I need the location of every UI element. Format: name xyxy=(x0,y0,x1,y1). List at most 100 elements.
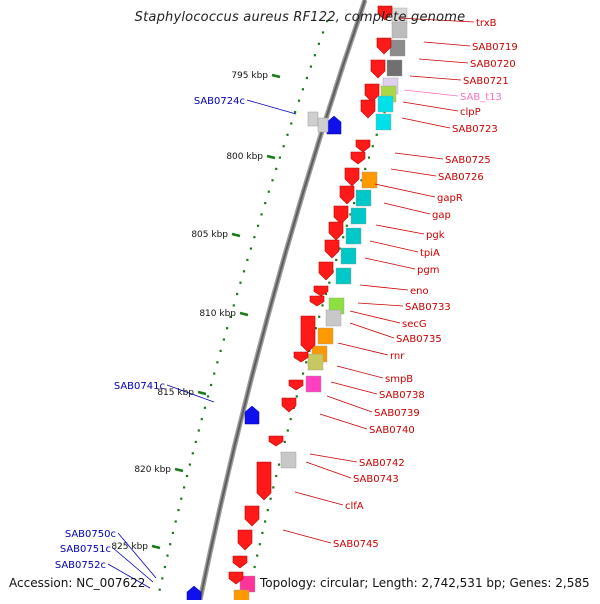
kbp-tick xyxy=(271,73,281,79)
gene-label-reverse: SAB0751c xyxy=(60,544,111,555)
minor-tick xyxy=(286,133,289,136)
gene-label: eno xyxy=(410,286,429,297)
kbp-tick xyxy=(197,390,207,396)
gene-arrow xyxy=(360,99,376,119)
gene-label-reverse: SAB0750c xyxy=(65,529,116,540)
gene-label: gap xyxy=(432,210,451,221)
gene-arrow-reverse xyxy=(326,115,342,135)
leader-line xyxy=(418,58,469,64)
minor-tick xyxy=(342,236,345,239)
kbp-label: 805 kbp xyxy=(191,230,228,240)
minor-tick xyxy=(256,554,259,557)
map-title: Staphylococcus aureus RF122, complete ge… xyxy=(134,10,466,25)
cog-block xyxy=(340,247,357,265)
minor-tick xyxy=(326,20,329,23)
leader-line xyxy=(326,395,373,413)
cog-block xyxy=(345,227,362,245)
topology-text: Topology: circular; Length: 2,742,531 bp… xyxy=(260,576,590,590)
minor-tick xyxy=(305,76,308,80)
gene-arrow xyxy=(300,315,316,353)
gene-label: pgm xyxy=(417,265,439,276)
gene-label: clpP xyxy=(460,107,481,118)
cog-block xyxy=(361,171,378,189)
gene-arrow xyxy=(268,435,284,447)
minor-tick xyxy=(289,418,292,421)
minor-tick xyxy=(283,440,286,443)
minor-tick xyxy=(282,145,285,148)
gene-arrow xyxy=(324,239,340,259)
leader-line xyxy=(394,152,444,160)
gene-arrow xyxy=(309,295,325,307)
minor-tick xyxy=(264,520,267,523)
gene-arrow-reverse xyxy=(186,585,202,604)
minor-tick xyxy=(360,179,363,182)
minor-tick xyxy=(236,292,239,296)
gene-arrow xyxy=(288,379,304,391)
gene-arrow xyxy=(237,529,253,551)
minor-tick xyxy=(239,281,242,284)
gene-arrow xyxy=(377,5,393,21)
cog-block xyxy=(307,353,324,371)
minor-tick xyxy=(183,486,186,489)
kbp-tick xyxy=(151,544,161,550)
minor-tick xyxy=(313,54,316,57)
leader-line xyxy=(397,17,475,23)
minor-tick xyxy=(272,486,275,489)
leader-line xyxy=(337,342,389,356)
leader-line xyxy=(359,284,409,291)
gene-label: gapR xyxy=(437,193,463,204)
gene-label: clfA xyxy=(345,501,364,512)
cog-block xyxy=(305,375,322,393)
minor-tick xyxy=(309,65,312,68)
leader-line xyxy=(390,168,437,177)
cog-block xyxy=(377,95,394,113)
leader-line xyxy=(336,365,384,379)
backbone-inner xyxy=(199,0,366,601)
gene-label: SAB0719 xyxy=(472,42,518,53)
gene-label: SAB0723 xyxy=(452,124,498,135)
gene-arrow xyxy=(313,285,329,297)
leader-line xyxy=(409,75,462,81)
minor-tick xyxy=(246,258,249,261)
minor-tick xyxy=(185,474,189,478)
gene-block xyxy=(307,111,319,127)
minor-tick xyxy=(349,213,352,216)
minor-tick xyxy=(261,531,264,534)
minor-tick xyxy=(188,463,191,466)
leader-line xyxy=(330,381,378,395)
gene-arrow xyxy=(376,37,392,55)
cog-strip xyxy=(233,7,408,604)
gene-arrow xyxy=(318,261,334,281)
minor-tick xyxy=(191,452,194,455)
gene-label: SAB0745 xyxy=(333,539,379,550)
gene-arrow xyxy=(350,151,366,165)
cog-block xyxy=(280,451,297,469)
kbp-tick xyxy=(174,467,184,473)
minor-tick xyxy=(364,167,367,170)
gene-arrow xyxy=(232,555,248,569)
minor-tick xyxy=(269,497,272,500)
gene-label: SAB0738 xyxy=(379,390,425,401)
cog-block xyxy=(355,189,372,207)
gene-arrow xyxy=(370,59,386,79)
minor-tick xyxy=(169,543,172,546)
gene-label: SAB_t13 xyxy=(460,92,502,103)
leader-line xyxy=(423,41,471,47)
gene-arrow xyxy=(355,139,371,153)
cog-block xyxy=(233,589,250,604)
minor-tick xyxy=(219,349,222,352)
leader-line xyxy=(246,99,297,115)
gene-label: secG xyxy=(402,319,427,330)
cog-block xyxy=(317,327,334,345)
leader-line xyxy=(402,101,459,112)
leader-line xyxy=(282,529,332,544)
cog-block xyxy=(389,39,406,57)
gene-label: SAB0721 xyxy=(463,76,509,87)
gene-arrow xyxy=(281,397,297,413)
minor-tick xyxy=(174,520,177,523)
leader-line xyxy=(369,240,419,253)
kbp-scale: 795 kbp 800 kbp 805 kbp 810 kbp 815 kbp 820 k… xyxy=(111,71,281,552)
leader-line xyxy=(357,302,404,307)
kbp-label: 820 kbp xyxy=(134,465,171,475)
